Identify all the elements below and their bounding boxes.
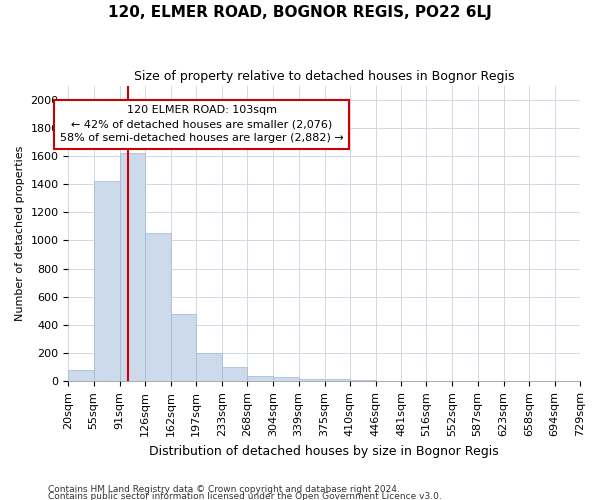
Title: Size of property relative to detached houses in Bognor Regis: Size of property relative to detached ho… xyxy=(134,70,514,83)
Bar xyxy=(350,380,376,382)
Bar xyxy=(299,378,325,382)
Text: 120, ELMER ROAD, BOGNOR REGIS, PO22 6LJ: 120, ELMER ROAD, BOGNOR REGIS, PO22 6LJ xyxy=(108,5,492,20)
Bar xyxy=(196,353,222,382)
Bar xyxy=(171,314,196,382)
Bar xyxy=(376,380,401,382)
Bar xyxy=(145,234,171,382)
Bar xyxy=(119,153,145,382)
Bar xyxy=(94,182,119,382)
Bar xyxy=(274,377,299,382)
X-axis label: Distribution of detached houses by size in Bognor Regis: Distribution of detached houses by size … xyxy=(149,444,499,458)
Bar xyxy=(222,366,247,382)
Text: Contains public sector information licensed under the Open Government Licence v3: Contains public sector information licen… xyxy=(48,492,442,500)
Bar xyxy=(247,376,274,382)
Bar xyxy=(401,381,427,382)
Text: 120 ELMER ROAD: 103sqm
← 42% of detached houses are smaller (2,076)
58% of semi-: 120 ELMER ROAD: 103sqm ← 42% of detached… xyxy=(60,106,344,144)
Text: Contains HM Land Registry data © Crown copyright and database right 2024.: Contains HM Land Registry data © Crown c… xyxy=(48,486,400,494)
Y-axis label: Number of detached properties: Number of detached properties xyxy=(15,146,25,321)
Bar xyxy=(68,370,94,382)
Bar xyxy=(325,379,350,382)
